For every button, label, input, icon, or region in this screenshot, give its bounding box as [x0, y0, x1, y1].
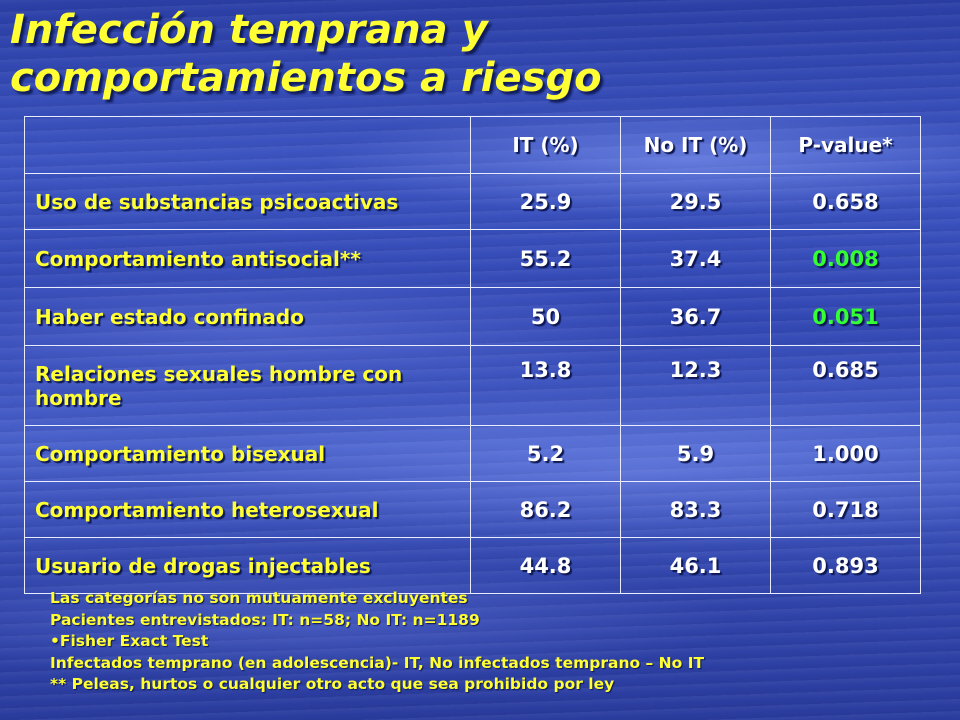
table-row: Comportamiento heterosexual 86.2 83.3 0.… — [24, 481, 921, 538]
row-label: Uso de substancias psicoactivas — [24, 173, 471, 230]
no-it-value: 37.4 — [620, 229, 771, 288]
p-value: 0.685 — [770, 345, 921, 426]
p-value: 0.658 — [770, 173, 921, 230]
table-row: Comportamiento bisexual 5.2 5.9 1.000 — [24, 425, 921, 482]
row-label: Haber estado confinado — [24, 287, 471, 346]
row-label: Comportamiento bisexual — [24, 425, 471, 482]
footnotes: Las categorías no son mutuamente excluye… — [50, 588, 930, 696]
table-row: Comportamiento antisocial** 55.2 37.4 0.… — [24, 229, 921, 288]
header-no-it: No IT (%) — [620, 116, 771, 174]
it-value: 13.8 — [470, 345, 621, 426]
it-value: 44.8 — [470, 537, 621, 594]
slide-title-line-2: comportamientos a riesgo — [10, 55, 602, 101]
no-it-value: 29.5 — [620, 173, 771, 230]
results-table: IT (%) No IT (%) P-value* Uso de substan… — [24, 116, 921, 594]
footnote-definitions: Infectados temprano (en adolescencia)- I… — [50, 653, 705, 672]
it-value: 50 — [470, 287, 621, 346]
it-value: 5.2 — [470, 425, 621, 482]
it-value: 25.9 — [470, 173, 621, 230]
row-label: Relaciones sexuales hombre con hombre — [24, 345, 471, 426]
it-value: 55.2 — [470, 229, 621, 288]
p-value: 1.000 — [770, 425, 921, 482]
p-value-significant: 0.008 — [770, 229, 921, 288]
table-row: Haber estado confinado 50 36.7 0.051 — [24, 287, 921, 346]
header-empty-cell — [24, 116, 471, 174]
no-it-value: 83.3 — [620, 481, 771, 538]
no-it-value: 5.9 — [620, 425, 771, 482]
footnote-categories: Las categorías no son mutuamente excluye… — [50, 589, 468, 607]
table-header-row: IT (%) No IT (%) P-value* — [24, 116, 921, 174]
row-label: Usuario de drogas injectables — [24, 537, 471, 594]
table-row: Usuario de drogas injectables 44.8 46.1 … — [24, 537, 921, 594]
header-p-value: P-value* — [770, 116, 921, 174]
row-label: Comportamiento antisocial** — [24, 229, 471, 288]
row-label: Comportamiento heterosexual — [24, 481, 471, 538]
header-it: IT (%) — [470, 116, 621, 174]
p-value-significant: 0.051 — [770, 287, 921, 346]
footnote-test: •Fisher Exact Test — [50, 632, 209, 650]
table-row: Uso de substancias psicoactivas 25.9 29.… — [24, 173, 921, 230]
it-value: 86.2 — [470, 481, 621, 538]
slide-title-line-1: Infección temprana y — [10, 7, 488, 53]
footnote-antisocial: ** Peleas, hurtos o cualquier otro acto … — [50, 675, 615, 693]
no-it-value: 46.1 — [620, 537, 771, 594]
p-value: 0.718 — [770, 481, 921, 538]
table-row: Relaciones sexuales hombre con hombre 13… — [24, 345, 921, 426]
no-it-value: 12.3 — [620, 345, 771, 426]
footnote-sample-size: Pacientes entrevistados: IT: n=58; No IT… — [50, 610, 480, 629]
p-value: 0.893 — [770, 537, 921, 594]
no-it-value: 36.7 — [620, 287, 771, 346]
slide-title: Infección temprana y comportamientos a r… — [10, 6, 910, 102]
